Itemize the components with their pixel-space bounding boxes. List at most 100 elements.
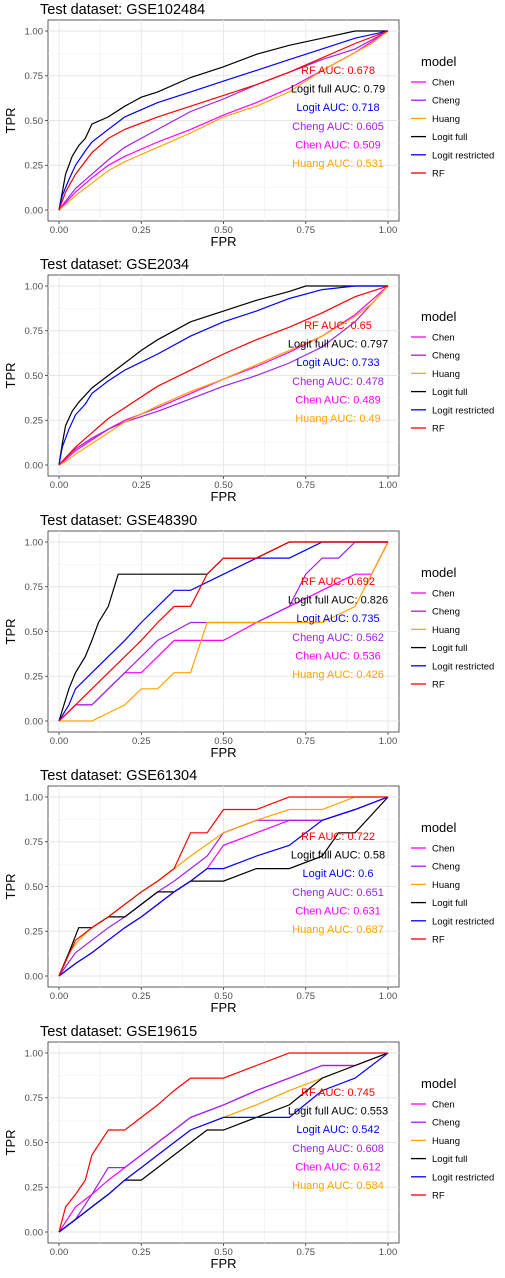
auc-annotation: Logit AUC: 0.6 [303, 868, 374, 880]
auc-annotation: Cheng AUC: 0.651 [292, 887, 384, 899]
y-tick-label: 0.25 [25, 671, 44, 682]
y-tick-label: 0.25 [25, 927, 44, 938]
x-tick-label: 0.00 [50, 991, 69, 1002]
legend: model Chen Cheng Huang Logit full Logit restr… [410, 565, 494, 693]
auc-annotation: Cheng AUC: 0.562 [292, 632, 384, 644]
legend-label: Logit full [432, 132, 467, 143]
legend-label: Logit restricted [432, 916, 494, 927]
legend-label: Huang [432, 1135, 460, 1146]
x-tick-label: 0.00 [50, 736, 69, 747]
roc-chart-2: Test dataset: GSE2034 0.00 0.00 0.25 0.25 0.5… [3, 257, 494, 504]
x-axis-title: FPR [211, 1000, 237, 1015]
legend-label: Huang [432, 369, 460, 380]
y-tick-label: 0.75 [25, 582, 44, 593]
legend-label: Logit restricted [432, 1172, 494, 1183]
legend-label: Chen [432, 588, 455, 599]
legend-label: Logit full [432, 898, 467, 909]
y-axis-title: TPR [3, 1129, 18, 1155]
legend-label: Huang [432, 114, 460, 125]
x-tick-label: 0.75 [297, 480, 316, 491]
auc-annotation: Logit full AUC: 0.79 [291, 84, 385, 96]
legend-label: Logit restricted [432, 150, 494, 161]
auc-annotation: Huang AUC: 0.426 [292, 669, 384, 681]
y-tick-label: 1.00 [25, 1048, 44, 1059]
auc-annotation: RF AUC: 0.745 [301, 1087, 375, 1099]
y-tick-label: 1.00 [25, 282, 44, 293]
auc-annotation: Chen AUC: 0.509 [295, 139, 381, 151]
series-line-rf [58, 796, 388, 977]
legend-label: RF [432, 935, 445, 946]
legend: model Chen Cheng Huang Logit full Logit restr… [410, 1076, 494, 1204]
y-tick-label: 0.75 [25, 837, 44, 848]
legend-label: Cheng [432, 1117, 460, 1128]
legend: model Chen Cheng Huang Logit full Logit restr… [410, 309, 494, 438]
chart-title: Test dataset: GSE48390 [40, 513, 197, 529]
roc-chart-3: Test dataset: GSE48390 0.00 0.00 0.25 0.25 0.… [3, 513, 494, 760]
auc-annotation: Chen AUC: 0.612 [295, 1161, 381, 1173]
x-tick-label: 1.00 [379, 1247, 398, 1258]
auc-annotation: Logit AUC: 0.735 [296, 613, 379, 625]
x-axis-title: FPR [211, 1256, 237, 1271]
legend-label: Huang [432, 880, 460, 891]
auc-annotation: Cheng AUC: 0.608 [292, 1142, 384, 1154]
series-line-cheng [58, 285, 389, 466]
series-line-cheng [58, 1052, 389, 1233]
legend-title: model [421, 1076, 457, 1091]
legend-label: RF [432, 679, 445, 690]
x-tick-label: 1.00 [379, 991, 398, 1002]
series-line-logit-full [58, 285, 388, 466]
auc-annotation: Cheng AUC: 0.605 [292, 121, 384, 133]
auc-annotation: RF AUC: 0.65 [304, 320, 372, 332]
x-axis-title: FPR [211, 745, 237, 760]
series-line-logit-restricted [58, 541, 388, 722]
legend-label: Logit full [432, 643, 467, 654]
legend-label: RF [432, 169, 445, 180]
y-tick-label: 0.75 [25, 1093, 44, 1104]
series-line-huang [58, 30, 389, 211]
y-tick-label: 0.50 [25, 882, 44, 893]
series-line-logit-restricted [58, 30, 389, 211]
y-tick-label: 0.00 [25, 971, 44, 982]
auc-annotation: RF AUC: 0.678 [301, 65, 375, 77]
series-line-logit-full [58, 30, 388, 211]
y-tick-label: 1.00 [25, 537, 44, 548]
auc-annotation: Logit AUC: 0.718 [296, 102, 379, 114]
y-tick-label: 1.00 [25, 792, 44, 803]
y-tick-label: 0.25 [25, 161, 44, 172]
series-line-huang [58, 285, 389, 466]
legend-label: Logit full [432, 387, 467, 398]
series-line-logit-restricted [58, 796, 389, 977]
x-tick-label: 0.50 [214, 225, 233, 236]
legend-label: Logit full [432, 1154, 467, 1165]
series-line-rf [58, 1051, 388, 1232]
legend-label: Logit restricted [432, 406, 494, 417]
series-line-rf [58, 30, 389, 211]
y-axis-title: TPR [3, 363, 18, 389]
y-tick-label: 0.00 [25, 205, 44, 216]
y-tick-label: 0.00 [25, 1227, 44, 1238]
x-tick-label: 0.25 [132, 991, 151, 1002]
series-line-huang [59, 541, 389, 722]
x-tick-label: 0.00 [50, 480, 69, 491]
x-tick-label: 0.50 [214, 480, 233, 491]
x-tick-label: 0.50 [214, 736, 233, 747]
x-tick-label: 0.50 [214, 1247, 233, 1258]
y-tick-label: 0.75 [25, 71, 44, 82]
legend-label: Chen [432, 78, 455, 89]
roc-chart-5: Test dataset: GSE19615 0.00 0.00 0.25 0.25 0.… [3, 1024, 494, 1271]
auc-annotation: RF AUC: 0.722 [301, 831, 375, 843]
legend-label: Chen [432, 844, 455, 855]
legend-label: Cheng [432, 351, 460, 362]
x-tick-label: 0.00 [50, 1247, 69, 1258]
legend-label: Cheng [432, 96, 460, 107]
legend-label: Chen [432, 333, 455, 344]
series-line-logit-restricted [58, 285, 388, 466]
legend-title: model [421, 309, 457, 324]
roc-chart-1: Test dataset: GSE102484 0.00 0.00 0.25 0.25 0… [3, 2, 494, 249]
x-tick-label: 0.50 [214, 991, 233, 1002]
auc-annotation: Logit full AUC: 0.553 [288, 1105, 388, 1117]
auc-annotation: Huang AUC: 0.687 [292, 924, 384, 936]
legend-title: model [421, 54, 457, 69]
auc-annotation: Logit full AUC: 0.826 [288, 594, 388, 606]
